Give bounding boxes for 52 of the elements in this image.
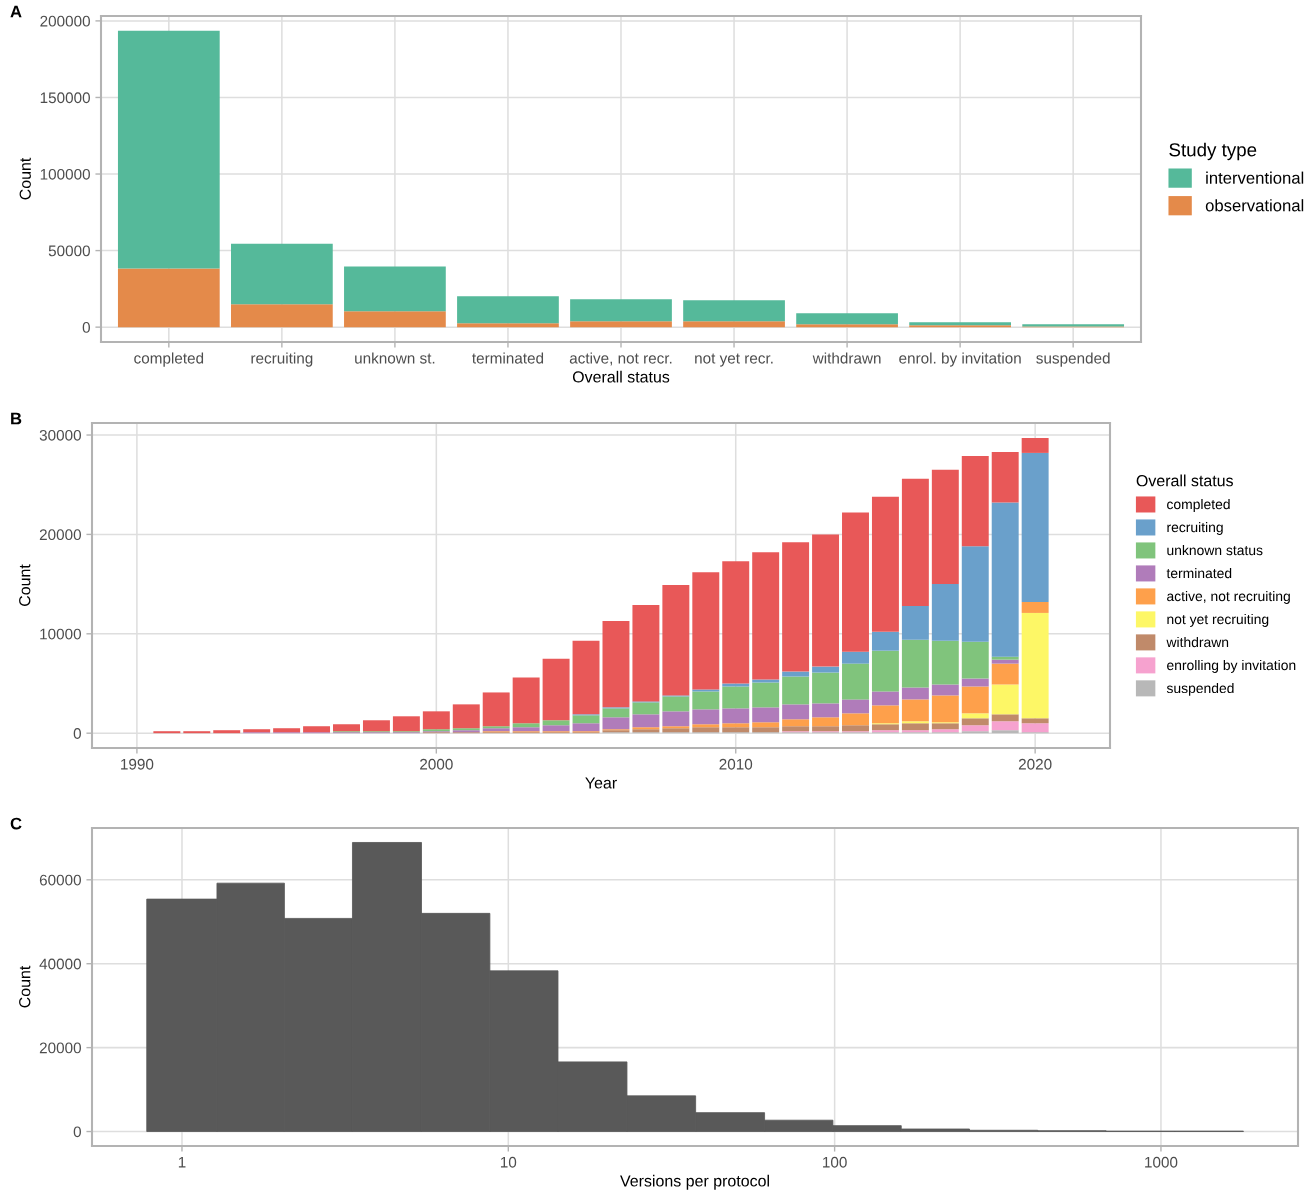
- y-tick-label: 60000: [39, 874, 81, 886]
- y-tick-label: 100000: [40, 168, 90, 180]
- x-tick-label: 1990: [121, 758, 154, 770]
- legend-label: completed: [1167, 499, 1230, 512]
- y-tick-label: 0: [73, 1126, 81, 1138]
- y-tick-label: 200000: [40, 15, 90, 27]
- y-axis-title: Count: [19, 157, 31, 200]
- y-tick-label: 10000: [40, 628, 81, 640]
- y-tick-label: 20000: [39, 529, 81, 541]
- x-tick-label: 1: [178, 1156, 186, 1168]
- legend-label: recruiting: [1167, 522, 1223, 535]
- legend-title: Overall status: [1136, 474, 1233, 487]
- y-tick-label: 0: [82, 322, 90, 333]
- x-tick-label: recruiting: [251, 352, 313, 367]
- x-tick-label: enrol. by invitation: [899, 352, 1021, 367]
- x-axis-title: Year: [585, 777, 617, 789]
- legend-label: suspended: [1166, 682, 1234, 696]
- legend-label: interventional: [1206, 171, 1304, 184]
- y-tick-label: 30000: [39, 429, 81, 441]
- y-tick-label: 20000: [39, 1042, 81, 1054]
- x-axis-title: Overall status: [572, 370, 670, 383]
- x-tick-label: terminated: [472, 352, 544, 364]
- legend-label: not yet recruiting: [1167, 613, 1269, 627]
- y-tick-label: 40000: [39, 958, 81, 970]
- y-tick-label: 150000: [40, 92, 90, 104]
- x-tick-label: 1000: [1145, 1156, 1178, 1168]
- chart-title: C: [10, 817, 22, 830]
- x-tick-label: 10: [500, 1156, 517, 1168]
- x-tick-label: 2020: [1018, 758, 1052, 770]
- legend-title: Study type: [1169, 142, 1257, 161]
- legend-label: withdrawn: [1166, 636, 1229, 648]
- x-tick-label: 2010: [719, 758, 753, 770]
- x-tick-label: not yet recr.: [695, 353, 773, 367]
- legend-label: observational: [1205, 199, 1304, 212]
- x-tick-label: active, not recr.: [569, 352, 672, 366]
- chart-title: A: [10, 5, 22, 18]
- y-axis-title: Count: [19, 965, 31, 1008]
- x-tick-label: withdrawn: [812, 352, 881, 364]
- legend-label: terminated: [1166, 567, 1232, 579]
- x-axis-title: Versions per protocol: [620, 1174, 769, 1190]
- x-tick-label: suspended: [1036, 352, 1110, 367]
- x-tick-label: completed: [134, 352, 204, 367]
- x-tick-label: unknown st.: [355, 352, 435, 364]
- legend-label: enrolling by invitation: [1167, 659, 1296, 673]
- legend-label: unknown status: [1167, 545, 1263, 556]
- chart-title: B: [11, 412, 22, 425]
- y-tick-label: 0: [73, 728, 81, 739]
- y-tick-label: 50000: [48, 245, 90, 257]
- x-tick-label: 100: [823, 1156, 847, 1168]
- legend-label: active, not recruiting: [1167, 590, 1290, 604]
- y-axis-title: Count: [19, 564, 31, 606]
- x-tick-label: 2000: [420, 758, 453, 770]
